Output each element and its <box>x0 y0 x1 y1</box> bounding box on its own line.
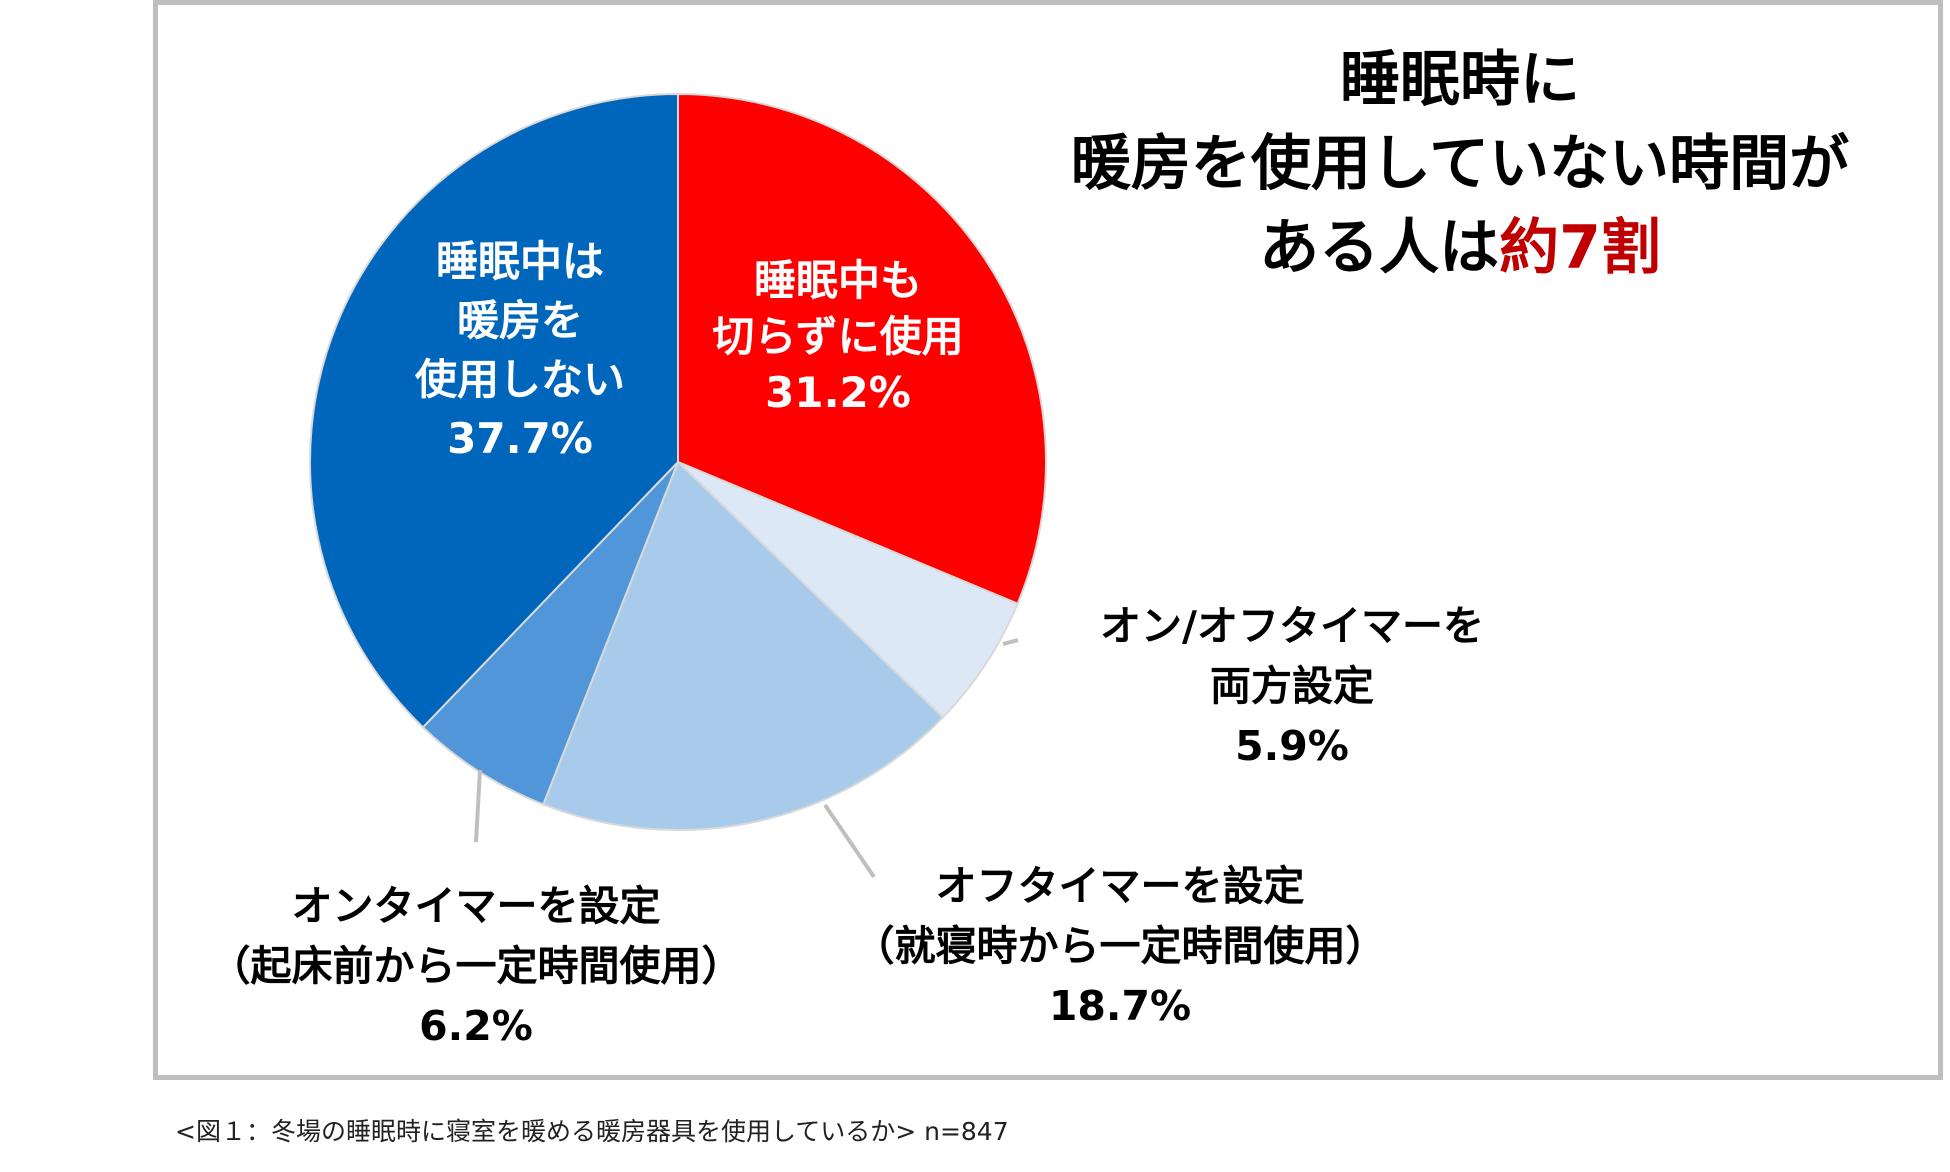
slice-value-label-5: 37.7% <box>447 414 593 463</box>
slice-value-label-3: 18.7% <box>1049 982 1191 1030</box>
headline-highlight: 約7割 <box>1499 213 1661 283</box>
slice-category-label-3-2: （就寝時から一定時間使用） <box>854 922 1387 970</box>
slice-category-label-4-1: オンタイマーを設定 <box>292 882 661 930</box>
slice-category-label-2-1: オン/オフタイマーを <box>1100 602 1484 650</box>
slice-category-label-1-2: 切らずに使用 <box>712 312 963 361</box>
slice-category-label-4-2: （起床前から一定時間使用） <box>210 942 743 990</box>
pie-slice-1 <box>677 92 1047 606</box>
slice-value-label-4: 6.2% <box>419 1002 533 1050</box>
headline: 睡眠時に 暖房を使用していない時間が ある人は約7割 <box>940 38 1950 290</box>
pie-slice-3 <box>541 460 945 831</box>
slice-category-label-3-1: オフタイマーを設定 <box>936 862 1305 910</box>
leader-line-3 <box>823 803 876 879</box>
slice-category-label-5-1: 睡眠中は <box>436 237 604 286</box>
slice-value-label-2: 5.9% <box>1235 722 1349 770</box>
pie-slice-2 <box>677 461 1019 719</box>
slice-value-label-1: 31.2% <box>765 368 911 417</box>
headline-line-3-prefix: ある人は <box>1259 213 1500 283</box>
slice-category-label-2-2: 両方設定 <box>1210 662 1374 710</box>
slice-category-label-1-1: 睡眠中も <box>754 256 922 305</box>
headline-line-2: 暖房を使用していない時間が <box>1070 129 1850 199</box>
slice-category-label-5-3: 使用しない <box>415 355 625 404</box>
slice-category-label-5-2: 暖房を <box>457 296 583 345</box>
headline-line-3: ある人は約7割 <box>940 206 1950 290</box>
figure-caption: <図１：冬場の睡眠時に寝室を暖める暖房器具を使用しているか> n=847 <box>175 1117 1009 1146</box>
leader-line-2 <box>1002 638 1019 646</box>
pie-slice-5 <box>309 92 679 729</box>
headline-line-1: 睡眠時に <box>1340 45 1580 115</box>
leader-line-4 <box>474 769 482 843</box>
